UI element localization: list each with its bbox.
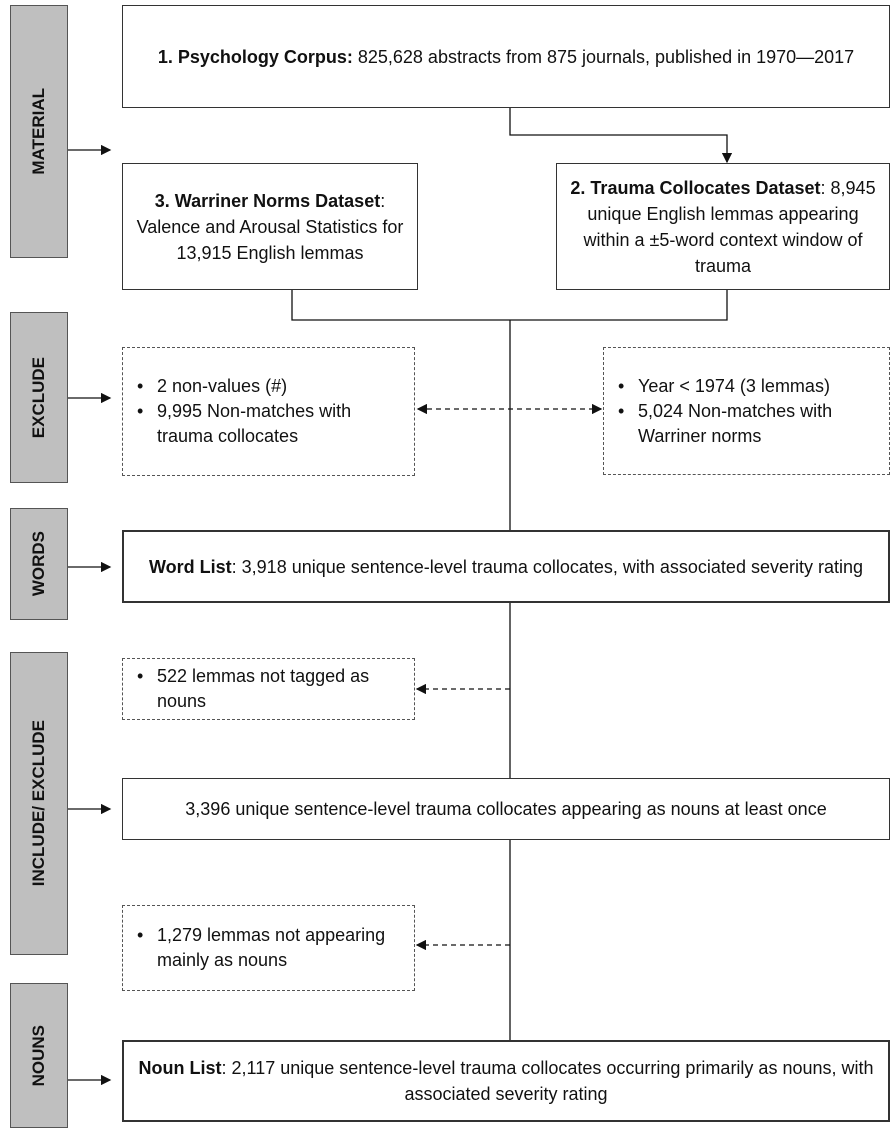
stage-text: WORDS bbox=[29, 531, 48, 597]
box-title: Word List bbox=[148, 556, 232, 577]
exclusion-box: 2 non-values (#)9,995 Non-matches with t… bbox=[122, 347, 415, 476]
connector bbox=[509, 108, 733, 164]
stage-text: NOUNS bbox=[29, 1024, 48, 1087]
stage-label: NOUNS bbox=[10, 983, 68, 1128]
stage-text: EXCLUDE bbox=[29, 356, 48, 439]
box-title: 1. Psychology Corpus: bbox=[157, 46, 353, 67]
bullet-list: 522 lemmas not tagged as nouns bbox=[133, 664, 404, 714]
stage-text: INCLUDE/ EXCLUDE bbox=[29, 720, 48, 887]
box-text: : 3,918 unique sentence-level trauma col… bbox=[231, 556, 864, 577]
bullet-item: 1,279 lemmas not appearing mainly as nou… bbox=[133, 923, 404, 973]
bullet-list: Year < 1974 (3 lemmas)5,024 Non-matches … bbox=[614, 374, 879, 449]
stage-label: EXCLUDE bbox=[10, 312, 68, 483]
nouns-once-box: 3,396 unique sentence-level trauma collo… bbox=[122, 778, 890, 840]
stage-label: MATERIAL bbox=[10, 5, 68, 258]
box-title: Noun List bbox=[138, 1058, 222, 1078]
box-text: : 8,945 unique English lemmas appearing … bbox=[583, 177, 876, 276]
collocates-box: 2. Trauma Collocates Dataset: 8,945 uniq… bbox=[556, 163, 890, 290]
corpus-box: 1. Psychology Corpus: 825,628 abstracts … bbox=[122, 5, 890, 108]
connector bbox=[291, 290, 728, 321]
bullet-item: 9,995 Non-matches with trauma collocates bbox=[133, 399, 404, 449]
box-title: 2. Trauma Collocates Dataset bbox=[570, 177, 821, 198]
stage-label: INCLUDE/ EXCLUDE bbox=[10, 652, 68, 955]
bullet-list: 2 non-values (#)9,995 Non-matches with t… bbox=[133, 374, 404, 449]
stage-text: MATERIAL bbox=[29, 88, 48, 175]
box-text: : Valence and Arousal Statistics for 13,… bbox=[136, 190, 404, 263]
box-text: 3,396 unique sentence-level trauma collo… bbox=[185, 799, 827, 819]
bullet-item: 5,024 Non-matches with Warriner norms bbox=[614, 399, 879, 449]
bullet-item: 522 lemmas not tagged as nouns bbox=[133, 664, 404, 714]
warriner-box: 3. Warriner Norms Dataset: Valence and A… bbox=[122, 163, 418, 290]
exclusion-box: 522 lemmas not tagged as nouns bbox=[122, 658, 415, 720]
bullet-item: 2 non-values (#) bbox=[133, 374, 404, 399]
box-text: : 2,117 unique sentence-level trauma col… bbox=[221, 1058, 874, 1104]
bullet-item: Year < 1974 (3 lemmas) bbox=[614, 374, 879, 399]
exclusion-box: 1,279 lemmas not appearing mainly as nou… bbox=[122, 905, 415, 991]
stage-label: WORDS bbox=[10, 508, 68, 620]
noun-list-box: Noun List: 2,117 unique sentence-level t… bbox=[122, 1040, 890, 1122]
box-title: 3. Warriner Norms Dataset bbox=[154, 190, 381, 211]
bullet-list: 1,279 lemmas not appearing mainly as nou… bbox=[133, 923, 404, 973]
exclusion-box: Year < 1974 (3 lemmas)5,024 Non-matches … bbox=[603, 347, 890, 475]
word-list-box: Word List: 3,918 unique sentence-level t… bbox=[122, 530, 890, 603]
box-text: 825,628 abstracts from 875 journals, pub… bbox=[352, 46, 855, 67]
